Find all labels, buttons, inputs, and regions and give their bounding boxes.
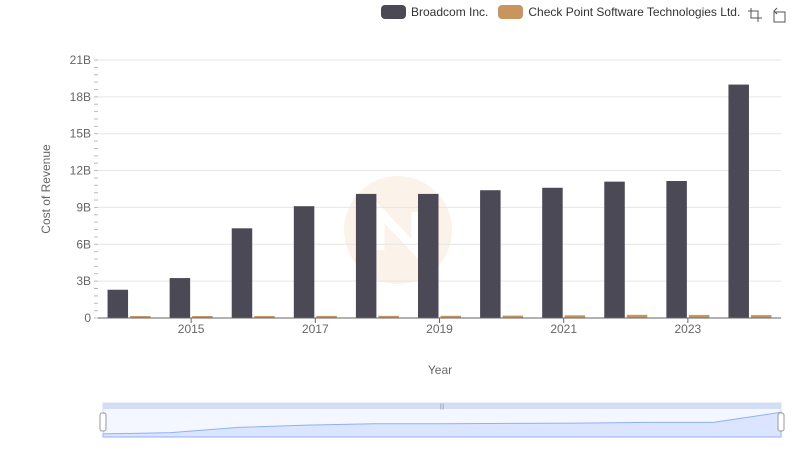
bar-checkpoint-2019 — [440, 315, 461, 318]
x-tick-label: 2023 — [675, 322, 702, 336]
zoom-select-icon[interactable] — [746, 6, 764, 24]
zoom-handle-right[interactable] — [777, 412, 785, 432]
bar-checkpoint-2020 — [502, 315, 524, 318]
x-tick-label: 2015 — [178, 322, 205, 336]
bar-checkpoint-2018 — [378, 315, 399, 318]
zoom-slider[interactable]: ||| — [99, 402, 785, 438]
bar-broadcom-2023 — [666, 181, 687, 318]
x-tick-label: 2021 — [550, 322, 577, 336]
legend-swatch-checkpoint — [498, 5, 524, 19]
zoom-handle-left[interactable] — [99, 412, 107, 432]
legend: Broadcom Inc. Check Point Software Techn… — [381, 4, 750, 20]
y-axis-title: Cost of Revenue — [39, 144, 53, 234]
bar-broadcom-2014 — [107, 289, 129, 318]
x-tick-label: 2017 — [302, 322, 329, 336]
zoom-slider-preview-area — [102, 411, 782, 438]
zoom-grip-icon[interactable]: ||| — [440, 404, 445, 410]
legend-swatch-broadcom — [381, 5, 406, 19]
bar-checkpoint-2022 — [626, 314, 648, 318]
bar-broadcom-2016 — [231, 228, 253, 318]
y-axis-minor-ticks — [94, 59, 98, 319]
bar-broadcom-2017 — [293, 206, 315, 318]
y-axis-tick-labels: 0 3B 6B 9B 12B 15B 18B 21B — [70, 53, 92, 325]
y-tick-label: 9B — [76, 200, 91, 214]
legend-label-broadcom: Broadcom Inc. — [411, 5, 489, 19]
legend-label-checkpoint: Check Point Software Technologies Ltd. — [528, 5, 741, 19]
bar-broadcom-2015 — [169, 278, 191, 318]
bar-broadcom-2018 — [355, 193, 377, 318]
y-tick-label: 21B — [70, 53, 91, 67]
legend-item-broadcom[interactable]: Broadcom Inc. — [381, 5, 488, 19]
y-tick-label: 15B — [70, 127, 91, 141]
y-tick-label: 18B — [70, 90, 91, 104]
bar-checkpoint-2016 — [254, 316, 275, 318]
bar-checkpoint-2024 — [750, 315, 772, 318]
x-axis-tick-labels: 2015 2017 2019 2021 2023 — [178, 318, 702, 336]
bar-broadcom-2019 — [418, 193, 439, 318]
bar-broadcom-2020 — [480, 190, 501, 318]
zoom-slider-top-bar[interactable] — [103, 403, 781, 409]
bar-checkpoint-2023 — [688, 314, 710, 318]
restore-icon[interactable] — [770, 6, 788, 24]
bar-checkpoint-2021 — [564, 315, 586, 318]
bar-checkpoint-2015 — [192, 316, 213, 318]
bar-broadcom-2022 — [604, 181, 625, 318]
y-tick-label: 0 — [84, 311, 91, 325]
bar-checkpoint-2014 — [130, 316, 151, 318]
bar-broadcom-2021 — [542, 187, 563, 318]
bars — [107, 84, 772, 318]
x-axis-title: Year — [428, 363, 452, 377]
y-tick-label: 12B — [70, 164, 91, 178]
chart-toolbar — [746, 6, 794, 24]
legend-item-checkpoint[interactable]: Check Point Software Technologies Ltd. — [498, 5, 740, 19]
bar-broadcom-2024 — [728, 84, 749, 318]
bar-checkpoint-2017 — [316, 315, 337, 318]
x-tick-label: 2019 — [426, 322, 453, 336]
y-tick-label: 3B — [76, 274, 91, 288]
y-tick-label: 6B — [76, 237, 91, 251]
